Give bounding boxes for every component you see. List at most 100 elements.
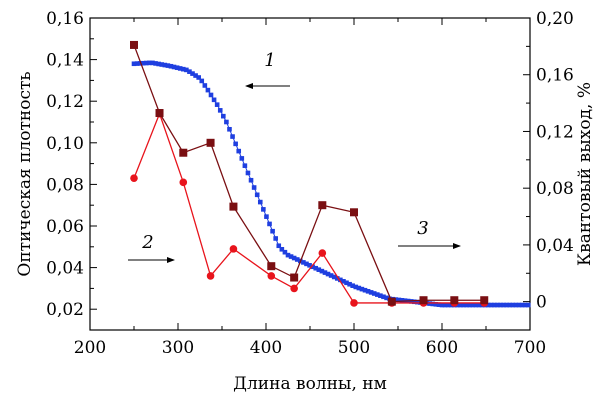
series-1-point bbox=[214, 102, 220, 107]
series-1-point bbox=[461, 302, 466, 308]
curve-label-2: 2 bbox=[141, 232, 153, 253]
y-right-axis-label: Квантовый выход, % bbox=[575, 82, 595, 266]
series-1-point bbox=[476, 302, 482, 308]
series-1-point bbox=[442, 302, 448, 308]
series-1-point bbox=[251, 185, 257, 190]
series-1-point bbox=[464, 302, 469, 308]
series-1-point bbox=[177, 66, 183, 71]
series-1-point bbox=[233, 141, 238, 147]
series-1-point bbox=[159, 62, 165, 67]
annotations: 1 2 3 bbox=[128, 50, 461, 263]
series-1-point bbox=[331, 274, 337, 280]
series-1-point bbox=[162, 62, 168, 68]
series-1-point bbox=[510, 302, 516, 308]
y-right-tick-label: 0,08 bbox=[536, 179, 574, 199]
series-1-point bbox=[190, 71, 195, 76]
series-1-point bbox=[507, 302, 513, 308]
series-1-point bbox=[196, 75, 201, 80]
y-left-tick-label: 0,04 bbox=[46, 259, 84, 279]
series-1-point bbox=[202, 83, 208, 88]
series-1-point bbox=[504, 302, 509, 308]
series-1-point bbox=[184, 67, 189, 73]
series-layer bbox=[130, 40, 531, 308]
series-1-point bbox=[279, 246, 285, 252]
series-1-point bbox=[294, 257, 300, 262]
series-1-point bbox=[273, 236, 278, 241]
series-1-point bbox=[359, 286, 365, 292]
series-2-line bbox=[133, 111, 485, 304]
series-1-point bbox=[310, 264, 315, 270]
x-tick-label: 400 bbox=[250, 338, 282, 358]
series-1-point bbox=[436, 302, 442, 307]
series-1-point bbox=[230, 134, 235, 139]
series-3-point bbox=[179, 148, 188, 157]
series-1-point bbox=[316, 267, 322, 272]
series-3-point bbox=[350, 208, 358, 217]
series-1-point bbox=[168, 63, 174, 69]
series-1-point bbox=[501, 302, 506, 308]
series-1-point bbox=[131, 61, 137, 67]
axes: 200 300 400 500 600 700 0,02 0,04 0,06 0,08 0,10 0,… bbox=[15, 9, 595, 394]
y-right-tick-label: 0,20 bbox=[536, 9, 574, 29]
series-1-point bbox=[353, 284, 359, 290]
series-1-point bbox=[325, 271, 331, 277]
series-2-point bbox=[267, 272, 276, 280]
curve-label-1: 1 bbox=[264, 50, 275, 71]
series-1-point bbox=[467, 302, 473, 308]
series-3-point bbox=[318, 201, 327, 210]
series-1-point bbox=[187, 69, 192, 74]
y-left-tick-label: 0,08 bbox=[46, 175, 84, 195]
series-1-point bbox=[519, 302, 525, 308]
series-1-point bbox=[415, 299, 420, 305]
series-1-point bbox=[236, 148, 242, 154]
series-1-point bbox=[217, 108, 223, 113]
series-1-point bbox=[458, 302, 463, 308]
series-1-point bbox=[356, 285, 362, 291]
series-1-point bbox=[147, 60, 152, 66]
series-3-point bbox=[206, 138, 215, 147]
series-3-point bbox=[419, 296, 428, 305]
series-1-point bbox=[193, 73, 198, 78]
series-3-point bbox=[450, 296, 459, 305]
series-1-point bbox=[378, 293, 383, 298]
series-2-point bbox=[290, 284, 298, 293]
series-2-point bbox=[229, 245, 238, 253]
series-1-point bbox=[341, 279, 346, 284]
series-1-point bbox=[174, 65, 180, 71]
series-3-point bbox=[480, 296, 489, 305]
series-1-point bbox=[150, 60, 155, 66]
series-1-point bbox=[180, 66, 186, 72]
series-1-point bbox=[439, 302, 445, 308]
series-1-point bbox=[430, 301, 436, 307]
y-left-tick-label: 0,12 bbox=[46, 92, 84, 112]
series-1-point bbox=[381, 294, 386, 300]
series-1-point bbox=[399, 298, 405, 303]
series-1-point bbox=[144, 60, 149, 66]
series-3-point bbox=[130, 40, 138, 49]
y-right-tick-label: 0 bbox=[536, 293, 547, 313]
series-1-point bbox=[156, 61, 161, 67]
series-1-point bbox=[498, 302, 503, 308]
series-1-point bbox=[344, 280, 349, 286]
x-tick-label: 700 bbox=[514, 338, 546, 358]
series-1-point bbox=[307, 263, 312, 268]
x-axis-label: Длина волны, нм bbox=[233, 374, 387, 394]
series-1-line bbox=[133, 62, 529, 306]
series-1-point bbox=[288, 254, 294, 259]
series-3-point bbox=[290, 273, 299, 282]
series-1-point bbox=[338, 277, 343, 283]
series-1-point bbox=[350, 283, 355, 288]
series-1-point bbox=[301, 260, 306, 265]
series-1-point bbox=[270, 228, 275, 234]
y-right-tick-label: 0,16 bbox=[536, 66, 574, 86]
series-1-point bbox=[368, 290, 374, 295]
series-1-point bbox=[396, 297, 402, 303]
series-1-point bbox=[227, 126, 232, 132]
series-1-point bbox=[445, 302, 451, 308]
series-2-point bbox=[206, 272, 215, 280]
series-1-point bbox=[285, 252, 291, 258]
series-1-point bbox=[165, 63, 171, 68]
y-left-tick-label: 0,14 bbox=[46, 51, 84, 71]
series-1-point bbox=[257, 199, 263, 205]
